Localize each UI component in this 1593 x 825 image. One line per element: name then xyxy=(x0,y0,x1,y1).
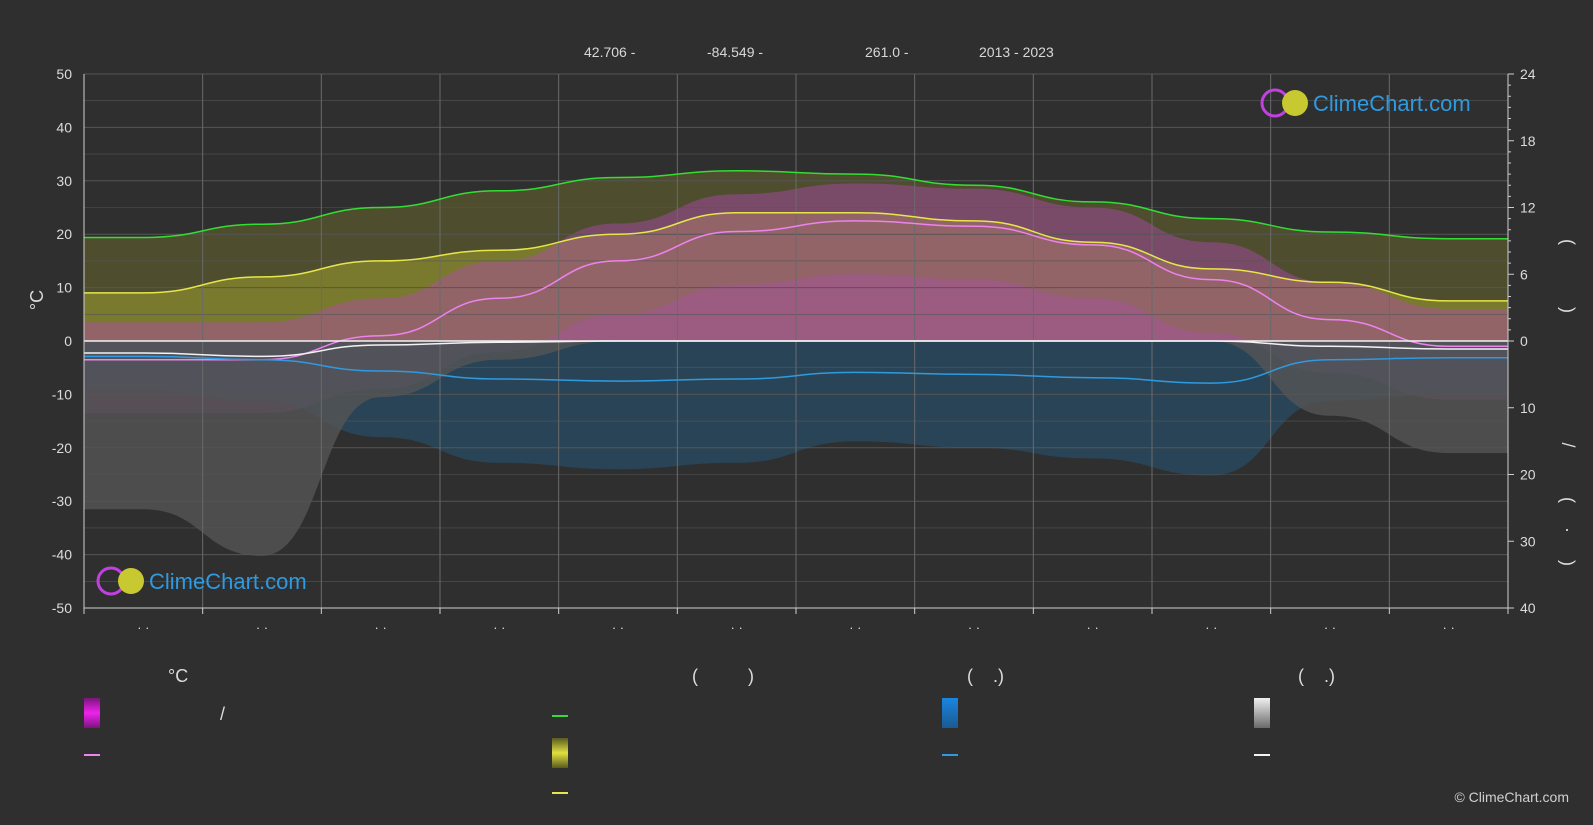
legend-snow-head: ( .) xyxy=(1298,666,1335,686)
right-top-tick-label: 18 xyxy=(1520,133,1536,149)
left-tick-label: -40 xyxy=(52,547,72,563)
right-axis-label-glyph: / xyxy=(1558,442,1578,447)
years-label: 2013 - 2023 xyxy=(979,44,1054,60)
month-tick-label: · · xyxy=(1324,620,1336,635)
logo-text: ClimeChart.com xyxy=(1313,91,1471,116)
left-tick-label: 50 xyxy=(56,66,72,82)
legend-snow-range-swatch xyxy=(1254,698,1270,728)
chart-lines xyxy=(83,170,1509,384)
right-top-tick-label: 0 xyxy=(1520,333,1528,349)
month-tick-label: · · xyxy=(493,620,505,635)
right-bottom-tick-label: 10 xyxy=(1520,400,1536,416)
legend-temp-mean-swatch xyxy=(84,754,100,756)
left-tick-label: -30 xyxy=(52,493,72,509)
month-tick-label: · · xyxy=(849,620,861,635)
legend-rain-mean-swatch xyxy=(942,754,958,756)
legend-snow-mean-swatch xyxy=(1254,754,1270,756)
logo-text: ClimeChart.com xyxy=(149,569,307,594)
left-tick-label: -10 xyxy=(52,386,72,402)
month-tick-label: · · xyxy=(1087,620,1099,635)
legend-sunshine-range-swatch xyxy=(552,738,568,768)
left-tick-label: -50 xyxy=(52,600,72,616)
legend-temp-head: °C xyxy=(168,666,189,686)
right-axis-label-glyph: ) xyxy=(1558,307,1578,313)
snow-area xyxy=(84,341,1508,556)
copyright-text: © ClimeChart.com xyxy=(1454,789,1569,805)
left-axis-unit-label: °C xyxy=(27,290,47,310)
month-tick-label: · · xyxy=(1443,620,1455,635)
legend-temp-range-text: / xyxy=(220,704,226,724)
legend-rain-range-swatch xyxy=(942,698,958,728)
series-line-2 xyxy=(84,220,1508,361)
right-top-tick-label: 12 xyxy=(1520,200,1536,216)
month-tick-label: · · xyxy=(968,620,980,635)
left-tick-label: 30 xyxy=(56,173,72,189)
logo-sun-icon xyxy=(118,568,144,594)
logo-sun-icon xyxy=(1282,90,1308,116)
month-tick-label: · · xyxy=(137,620,149,635)
left-tick-label: 20 xyxy=(56,226,72,242)
left-tick-label: -20 xyxy=(52,440,72,456)
right-axis-label-glyph: · xyxy=(1558,527,1578,533)
right-bottom-tick-label: 40 xyxy=(1520,600,1536,616)
series-line-1 xyxy=(84,212,1508,302)
longitude-label: -84.549 - xyxy=(707,44,763,60)
left-tick-label: 0 xyxy=(64,333,72,349)
month-tick-label: · · xyxy=(1205,620,1217,635)
right-axis-label-glyph: ( xyxy=(1558,497,1578,503)
series-line-0 xyxy=(83,170,1508,240)
legend-sun-head: ( ) xyxy=(692,666,754,686)
left-tick-label: 10 xyxy=(56,280,72,296)
right-bottom-tick-label: 30 xyxy=(1520,533,1536,549)
chart-header: 42.706 - -84.549 - 261.0 - 2013 - 2023 xyxy=(584,44,1054,60)
elevation-label: 261.0 - xyxy=(865,44,909,60)
logo-bottom: ClimeChart.com xyxy=(96,566,307,596)
left-tick-label: 40 xyxy=(56,119,72,135)
right-axis-label-glyph: ) xyxy=(1558,560,1578,566)
logo-top: ClimeChart.com xyxy=(1260,88,1471,118)
series-line-3 xyxy=(84,355,1509,384)
month-tick-label: · · xyxy=(375,620,387,635)
legend-sunshine-mean-swatch xyxy=(552,792,568,794)
month-tick-label: · · xyxy=(612,620,624,635)
right-axis-label-glyph: ( xyxy=(1558,239,1578,245)
month-tick-label: · · xyxy=(731,620,743,635)
legend-daylight-swatch xyxy=(552,715,568,717)
latitude-label: 42.706 - xyxy=(584,44,636,60)
legend-rain-head: ( .) xyxy=(967,666,1004,686)
chart-axes: 50 40 30 20 10 0 -10 -20 -30 -40 -50 24 18 12 6 0 10 20 30… xyxy=(27,66,1578,635)
right-bottom-tick-label: 20 xyxy=(1520,467,1536,483)
month-tick-label: · · xyxy=(256,620,268,635)
legend-temp-range-swatch xyxy=(84,698,100,728)
right-top-tick-label: 6 xyxy=(1520,266,1528,282)
right-top-tick-label: 24 xyxy=(1520,66,1536,82)
